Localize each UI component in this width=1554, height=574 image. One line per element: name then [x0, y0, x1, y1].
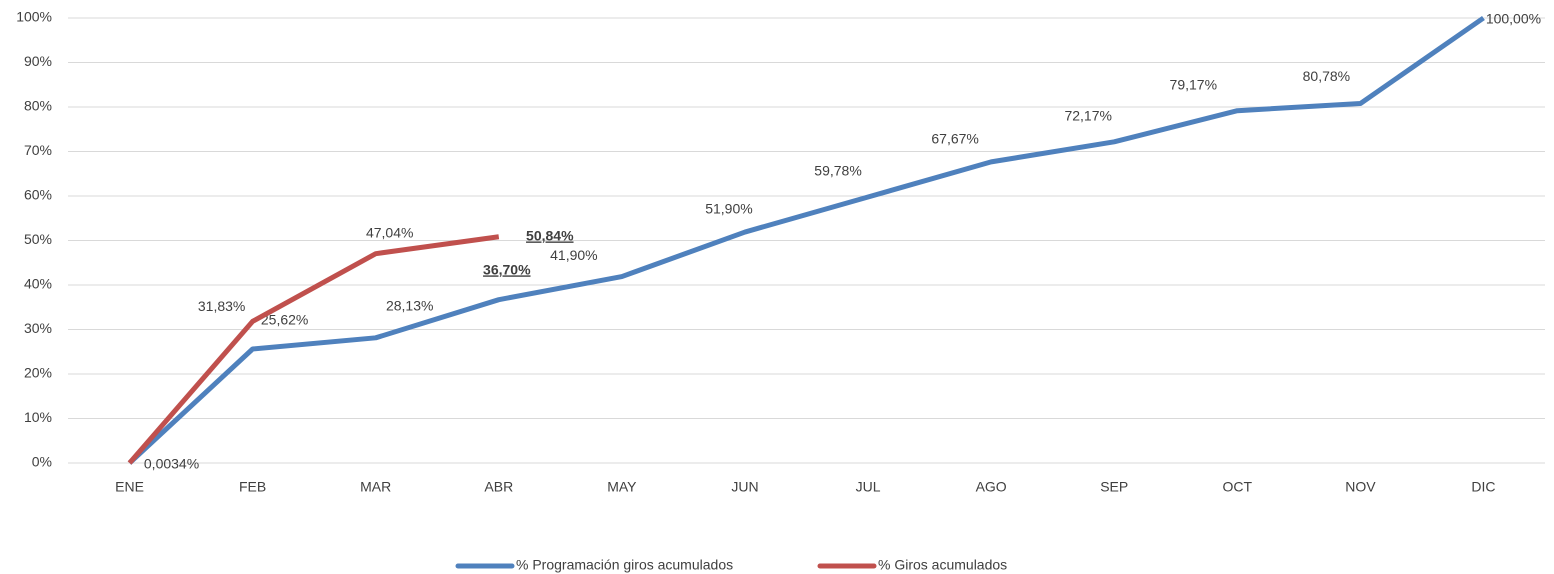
data-label: 51,90%	[705, 201, 752, 217]
y-tick-label: 100%	[16, 9, 52, 25]
y-tick-label: 90%	[24, 53, 52, 69]
x-tick-label: NOV	[1345, 479, 1376, 495]
data-label: 100,00%	[1486, 11, 1541, 27]
data-label: 28,13%	[386, 298, 433, 314]
y-tick-label: 60%	[24, 187, 52, 203]
data-label: 50,84%	[526, 227, 574, 243]
x-tick-label: MAR	[360, 479, 391, 495]
data-label: 41,90%	[550, 247, 597, 263]
x-tick-label: JUL	[856, 479, 881, 495]
x-tick-label: MAY	[607, 479, 637, 495]
y-tick-label: 40%	[24, 276, 52, 292]
data-label: 0,0034%	[144, 456, 199, 472]
x-tick-label: DIC	[1471, 479, 1495, 495]
legend-label: % Programación giros acumulados	[516, 557, 733, 573]
x-tick-label: SEP	[1100, 479, 1128, 495]
y-tick-label: 70%	[24, 142, 52, 158]
x-tick-label: FEB	[239, 479, 266, 495]
series-line	[127, 15, 1485, 465]
x-tick-label: JUN	[731, 479, 758, 495]
y-tick-label: 0%	[32, 454, 52, 470]
y-tick-label: 20%	[24, 365, 52, 381]
data-label: 31,83%	[198, 298, 245, 314]
data-label: 59,78%	[814, 163, 861, 179]
x-tick-label: ENE	[115, 479, 144, 495]
x-tick-label: AGO	[976, 479, 1007, 495]
data-label: 36,70%	[483, 261, 531, 277]
x-tick-label: OCT	[1223, 479, 1253, 495]
x-tick-label: ABR	[484, 479, 513, 495]
y-tick-label: 50%	[24, 231, 52, 247]
y-tick-label: 10%	[24, 409, 52, 425]
y-tick-label: 30%	[24, 320, 52, 336]
data-label: 67,67%	[931, 131, 978, 147]
data-label: 47,04%	[366, 224, 413, 240]
data-label: 25,62%	[261, 312, 308, 328]
data-label: 79,17%	[1170, 76, 1217, 92]
y-tick-label: 80%	[24, 98, 52, 114]
series-line	[127, 234, 500, 465]
data-label: 72,17%	[1064, 108, 1111, 124]
legend-label: % Giros acumulados	[878, 557, 1007, 573]
data-label: 80,78%	[1303, 68, 1350, 84]
